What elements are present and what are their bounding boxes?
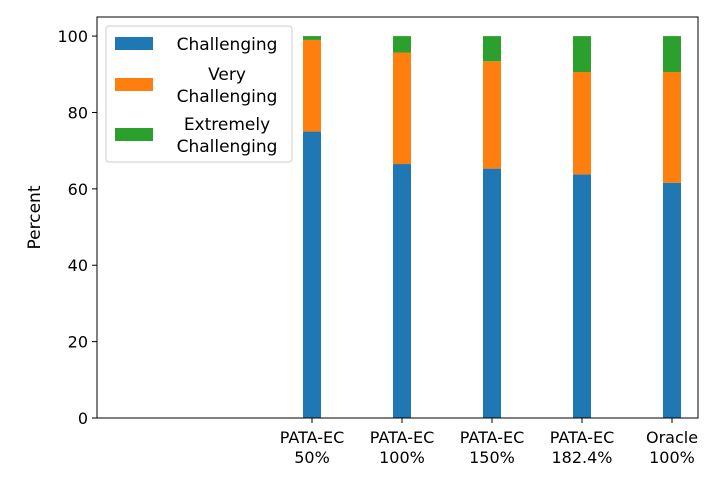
bar-segment-2-0 <box>303 36 321 40</box>
y-ticks-group: 0 20 40 60 80 100 <box>57 27 97 428</box>
legend: ChallengingVeryChallengingExtremelyChall… <box>105 25 293 163</box>
plot-frame <box>96 16 699 419</box>
bar-segment-2-3 <box>573 36 591 72</box>
x-tick-label: 100% <box>379 448 425 467</box>
y-tick-label: 60 <box>68 180 88 199</box>
axes-group <box>96 16 699 419</box>
bar-segment-0-2 <box>483 168 501 418</box>
bars-group <box>303 36 681 419</box>
legend-label-2: Challenging <box>177 137 278 157</box>
bar-segment-1-1 <box>393 52 411 165</box>
bar-segment-0-4 <box>663 182 681 418</box>
y-tick-label: 0 <box>78 409 88 428</box>
bar-segment-0-0 <box>303 131 321 419</box>
y-tick-label: 20 <box>68 333 88 352</box>
x-ticks-group: PATA-EC50%PATA-EC100%PATA-EC150%PATA-EC1… <box>280 418 698 467</box>
y-axis-label-group: Percent <box>25 185 45 249</box>
bar-segment-2-4 <box>663 36 681 72</box>
bar-segment-0-3 <box>573 174 591 418</box>
legend-label-1: Challenging <box>177 87 278 107</box>
x-tick-label: 150% <box>469 448 515 467</box>
legend-label-0: Challenging <box>177 35 278 55</box>
legend-swatch-2 <box>115 128 153 141</box>
legend-swatch-0 <box>115 37 153 50</box>
x-tick-label: Oracle <box>646 428 698 447</box>
y-axis-label: Percent <box>25 185 45 249</box>
y-tick-label: 40 <box>68 256 88 275</box>
legend-label-2: Extremely <box>184 115 270 135</box>
legend-swatch-1 <box>115 78 153 91</box>
x-tick-label: 182.4% <box>551 448 612 467</box>
bar-segment-1-0 <box>303 39 321 132</box>
bar-segment-0-1 <box>393 164 411 418</box>
x-tick-label: PATA-EC <box>550 428 615 447</box>
x-tick-label: 100% <box>649 448 695 467</box>
bar-segment-1-4 <box>663 71 681 183</box>
x-tick-label: PATA-EC <box>280 428 345 447</box>
legend-label-1: Very <box>208 65 246 85</box>
bar-segment-1-3 <box>573 71 591 175</box>
bar-segment-2-2 <box>483 36 501 62</box>
x-tick-label: PATA-EC <box>370 428 435 447</box>
x-tick-label: PATA-EC <box>460 428 525 447</box>
x-tick-label: 50% <box>294 448 330 467</box>
bar-segment-1-2 <box>483 61 501 169</box>
bar-segment-2-1 <box>393 36 411 53</box>
y-tick-label: 80 <box>68 103 88 122</box>
y-tick-label: 100 <box>57 27 88 46</box>
